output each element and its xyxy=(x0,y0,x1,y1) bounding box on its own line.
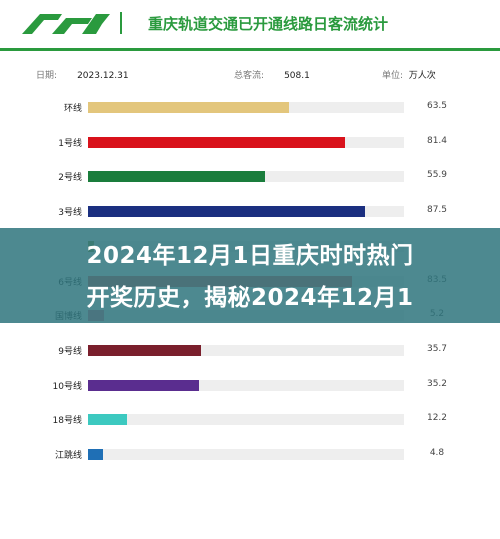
category-label: 环线 xyxy=(63,104,82,114)
unit-label: 单位: xyxy=(382,71,404,81)
bar xyxy=(88,206,365,217)
bar-track xyxy=(88,380,404,391)
overlay-banner: 2024年12月1日重庆时时热门 开奖历史，揭秘2024年12月1 xyxy=(0,228,500,323)
bar xyxy=(88,345,201,356)
date-value: 2023.12.31 xyxy=(77,71,129,81)
header: CRT 重庆轨道交通已开通线路日客流统计 xyxy=(0,0,500,48)
bar-track xyxy=(88,449,404,460)
total-value: 508.1 xyxy=(284,71,310,81)
bar xyxy=(88,380,200,391)
value-label: 55.9 xyxy=(426,170,448,180)
bar xyxy=(88,137,346,148)
value-label: 81.4 xyxy=(426,136,448,146)
chart-title: 重庆轨道交通已开通线路日客流统计 xyxy=(148,15,389,33)
value-label: 12.2 xyxy=(426,413,448,423)
header-divider xyxy=(120,12,122,34)
bar-track xyxy=(88,102,404,113)
bar xyxy=(88,171,265,182)
category-label: 3号线 xyxy=(58,208,82,218)
overlay-line-1: 2024年12月1日重庆时时热门 xyxy=(86,243,414,269)
bar xyxy=(88,414,127,425)
category-label: 18号线 xyxy=(52,416,82,426)
category-label: 10号线 xyxy=(52,382,82,392)
bar xyxy=(88,102,289,113)
value-label: 35.2 xyxy=(426,379,448,389)
value-label: 35.7 xyxy=(426,344,448,354)
header-rule xyxy=(0,48,500,51)
bar-track xyxy=(88,414,404,425)
total-label: 总客流: xyxy=(234,71,265,81)
crt-logo: CRT xyxy=(22,14,110,34)
category-label: 江跳线 xyxy=(54,451,82,461)
svg-text:CRT: CRT xyxy=(66,28,68,30)
unit-meta: 单位: 万人次 xyxy=(382,68,436,81)
value-label: 4.8 xyxy=(429,448,445,458)
category-label: 2号线 xyxy=(58,173,82,183)
value-label: 87.5 xyxy=(426,205,448,215)
bar-track xyxy=(88,137,404,148)
category-label: 1号线 xyxy=(58,139,82,149)
bar-track xyxy=(88,206,404,217)
bar-track xyxy=(88,345,404,356)
bar-track xyxy=(88,171,404,182)
date-label: 日期: xyxy=(36,71,58,81)
total-meta: 总客流: 508.1 xyxy=(234,68,310,81)
date-meta: 日期: 2023.12.31 xyxy=(36,68,129,81)
overlay-line-2: 开奖历史，揭秘2024年12月1 xyxy=(86,285,414,311)
bar xyxy=(88,449,104,460)
unit-value: 万人次 xyxy=(408,71,436,81)
value-label: 63.5 xyxy=(426,101,448,111)
category-label: 9号线 xyxy=(58,347,82,357)
